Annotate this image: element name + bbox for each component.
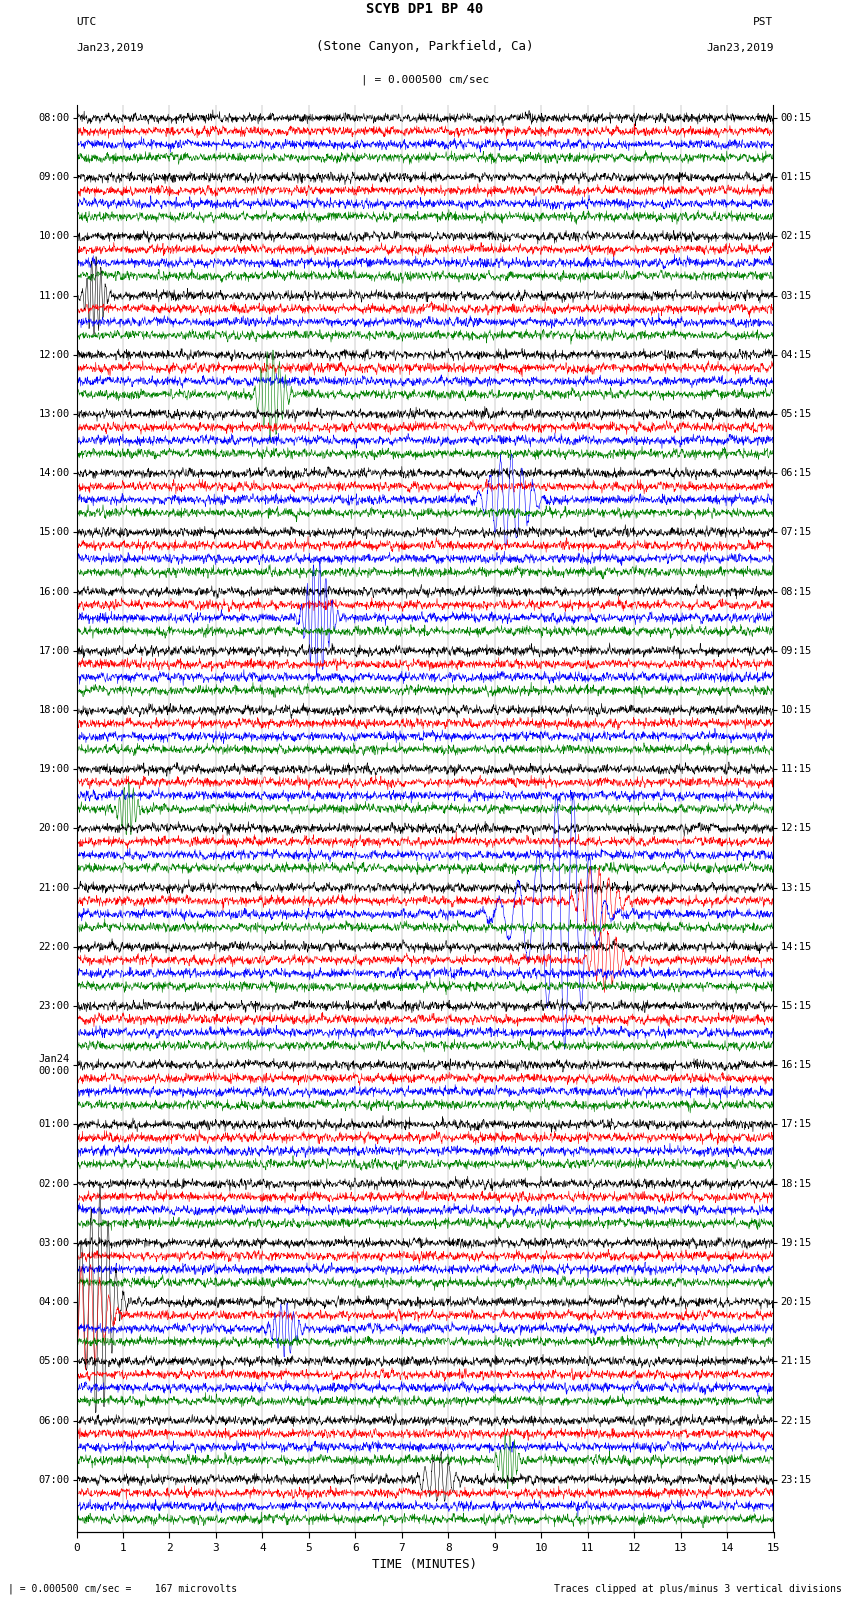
Text: | = 0.000500 cm/sec: | = 0.000500 cm/sec xyxy=(361,74,489,85)
X-axis label: TIME (MINUTES): TIME (MINUTES) xyxy=(372,1558,478,1571)
Text: Jan23,2019: Jan23,2019 xyxy=(76,44,144,53)
Text: Jan23,2019: Jan23,2019 xyxy=(706,44,774,53)
Text: | = 0.000500 cm/sec =    167 microvolts: | = 0.000500 cm/sec = 167 microvolts xyxy=(8,1582,238,1594)
Text: PST: PST xyxy=(753,18,774,27)
Text: UTC: UTC xyxy=(76,18,97,27)
Text: SCYB DP1 BP 40: SCYB DP1 BP 40 xyxy=(366,2,484,16)
Text: (Stone Canyon, Parkfield, Ca): (Stone Canyon, Parkfield, Ca) xyxy=(316,40,534,53)
Text: Traces clipped at plus/minus 3 vertical divisions: Traces clipped at plus/minus 3 vertical … xyxy=(553,1584,842,1594)
